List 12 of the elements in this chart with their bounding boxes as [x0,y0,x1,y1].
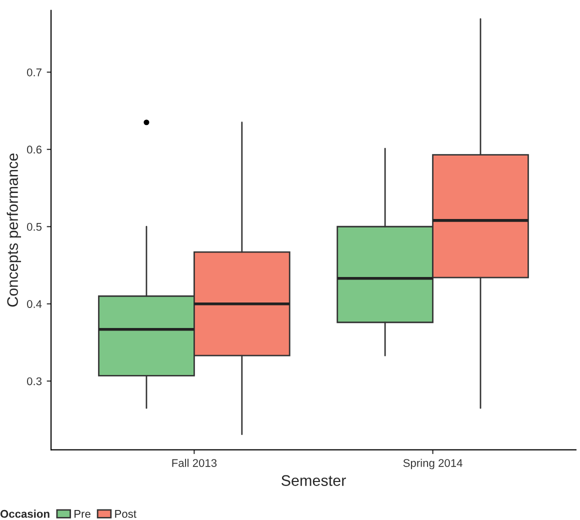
y-tick-label: 0.7 [27,68,42,76]
legend-label: Post [115,510,136,518]
y-tick-label: 0.5 [27,222,42,231]
x-tick-label: Spring 2014 [403,458,462,470]
x-tick-label: Fall 2013 [172,458,217,467]
y-tick-label: 0.3 [27,377,42,386]
y-axis-title: Concepts performance [6,153,22,307]
x-axis-title: Semester [281,475,346,486]
legend-title: Occasion [0,510,50,518]
legend-label: Pre [74,510,90,518]
y-tick-label: 0.6 [27,146,42,154]
y-tick-label: 0.4 [27,300,42,308]
